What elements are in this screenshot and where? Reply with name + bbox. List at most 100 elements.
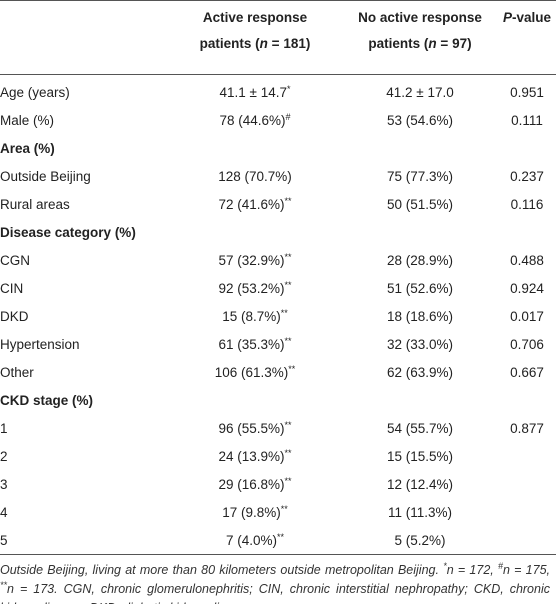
cell-value: 12 (12.4%) — [387, 476, 453, 494]
header-line: patients (n = 181) — [200, 35, 311, 53]
section-label: Disease category (%) — [0, 225, 136, 240]
row-label: Other — [0, 365, 34, 380]
cell-text: 18 (18.6%) — [386, 309, 454, 324]
cell-value: 7 (4.0%)** — [226, 532, 284, 550]
cell-value: 17 (9.8%)** — [222, 504, 288, 522]
cell-text: 54 (55.7%) — [386, 421, 454, 436]
cell-text: 53 (54.6%) — [386, 113, 454, 128]
cell-value: 0.488 — [510, 252, 544, 270]
cell-text: 0.116 — [510, 197, 544, 212]
cell-text: 0.951 — [510, 85, 544, 100]
cell-superscript: ** — [284, 336, 292, 346]
header-text: patients ( — [199, 36, 260, 51]
cell-superscript: # — [285, 112, 291, 122]
cell-superscript: ** — [288, 364, 296, 374]
cell-value: 0.877 — [510, 420, 544, 438]
header-rule — [0, 74, 556, 75]
row-label: DKD — [0, 309, 29, 324]
cell-value: 18 (18.6%) — [387, 308, 453, 326]
section-label: CKD stage (%) — [0, 393, 94, 408]
header-line: P-value — [503, 9, 551, 27]
row-label: Hypertension — [0, 337, 80, 352]
row-label: CGN — [0, 253, 30, 268]
cell-value: 128 (70.7%) — [218, 168, 292, 186]
cell-value: 28 (28.9%) — [387, 252, 453, 270]
header-line: patients (n = 97) — [368, 35, 471, 53]
footnote-mark: # — [497, 561, 503, 571]
cell-superscript: ** — [284, 196, 292, 206]
cell-superscript: ** — [284, 280, 292, 290]
footnote-text: n = 172, — [446, 563, 498, 577]
cell-text: 61 (35.3%) — [218, 337, 285, 352]
cell-superscript: ** — [284, 252, 292, 262]
cell-text: 7 (4.0%) — [225, 533, 278, 548]
cell-text: 41.2 ± 17.0 — [386, 85, 454, 100]
cell-superscript: ** — [280, 504, 288, 514]
row-label: 3 — [0, 477, 8, 492]
cell-value: 0.111 — [511, 112, 543, 130]
cell-value: 29 (16.8%)** — [218, 476, 291, 494]
cell-value: 72 (41.6%)** — [218, 196, 291, 214]
cell-text: 12 (12.4%) — [386, 477, 454, 492]
header-text: patients ( — [368, 36, 429, 51]
header-text: = 97) — [436, 36, 472, 51]
bottom-rule — [0, 554, 556, 555]
cell-value: 0.237 — [510, 168, 544, 186]
cell-text: 0.706 — [510, 337, 544, 352]
cell-text: 50 (51.5%) — [386, 197, 454, 212]
cell-superscript: ** — [284, 448, 292, 458]
cell-text: 11 (11.3%) — [387, 505, 453, 520]
header-line: No active response — [358, 9, 482, 27]
cell-value: 41.1 ± 14.7* — [220, 84, 291, 102]
cell-text: 62 (63.9%) — [386, 365, 454, 380]
cell-value: 11 (11.3%) — [388, 504, 452, 522]
cell-text: 28 (28.9%) — [386, 253, 454, 268]
footnote-mark: ** — [0, 580, 8, 590]
row-label: Male (%) — [0, 113, 55, 128]
cell-text: 32 (33.0%) — [386, 337, 454, 352]
cell-text: 0.667 — [510, 365, 544, 380]
header-text: Active response — [202, 10, 308, 25]
footnote-text: Outside Beijing, living at more than 80 … — [0, 563, 444, 577]
row-label: 5 — [0, 533, 8, 548]
footnote-text: n = 175, — [502, 563, 551, 577]
cell-text: 106 (61.3%) — [214, 365, 289, 380]
header-text: No active response — [358, 10, 482, 25]
cell-text: 78 (44.6%) — [219, 113, 286, 128]
cell-value: 0.116 — [511, 196, 544, 214]
cell-value: 0.706 — [510, 336, 544, 354]
cell-text: 57 (32.9%) — [218, 253, 285, 268]
cell-value: 24 (13.9%)** — [218, 448, 291, 466]
cell-text: 51 (52.6%) — [386, 281, 454, 296]
cell-value: 57 (32.9%)** — [218, 252, 291, 270]
cell-superscript: ** — [284, 420, 292, 430]
cell-text: 0.111 — [511, 113, 543, 128]
section-label: Area (%) — [0, 141, 55, 156]
cell-text: 92 (53.2%) — [218, 281, 285, 296]
row-label: CIN — [0, 281, 24, 296]
cell-value: 15 (8.7%)** — [222, 308, 288, 326]
cell-value: 75 (77.3%) — [387, 168, 453, 186]
cell-text: 0.924 — [510, 281, 544, 296]
cell-text: 72 (41.6%) — [218, 197, 285, 212]
header-text: n — [428, 36, 437, 51]
cell-text: 96 (55.5%) — [218, 421, 285, 436]
cell-value: 50 (51.5%) — [387, 196, 453, 214]
cell-value: 51 (52.6%) — [387, 280, 453, 298]
top-rule — [0, 0, 556, 1]
header-text: n — [259, 36, 268, 51]
cell-text: 0.488 — [510, 253, 544, 268]
footnote-text: n = 173. CGN, chronic glomerulonephritis… — [0, 582, 550, 604]
cell-text: 15 (8.7%) — [222, 309, 281, 324]
cell-value: 41.2 ± 17.0 — [386, 84, 453, 102]
cell-text: 5 (5.2%) — [394, 533, 446, 548]
cell-text: 29 (16.8%) — [218, 477, 285, 492]
cell-value: 5 (5.2%) — [394, 532, 445, 550]
cell-value: 96 (55.5%)** — [218, 420, 291, 438]
cell-value: 62 (63.9%) — [387, 364, 453, 382]
cell-text: 41.1 ± 14.7 — [219, 85, 287, 100]
cell-value: 0.667 — [510, 364, 544, 382]
cell-value: 15 (15.5%) — [387, 448, 453, 466]
cell-text: 17 (9.8%) — [222, 505, 281, 520]
